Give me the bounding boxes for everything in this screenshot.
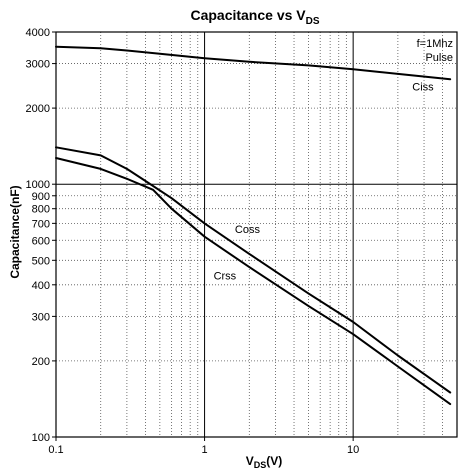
series-label-coss: Coss — [235, 224, 261, 236]
y-tick-label: 3000 — [26, 59, 50, 71]
chart-title: Capacitance vs VDS — [190, 7, 319, 27]
y-tick-label: 4000 — [26, 27, 50, 39]
series-label-crss: Crss — [214, 270, 237, 282]
y-tick-label: 300 — [32, 311, 50, 323]
y-tick-label: 500 — [32, 255, 50, 267]
y-tick-label: 800 — [32, 204, 50, 216]
annotation-line: Pulse — [425, 52, 453, 64]
series-line-coss — [55, 146, 452, 394]
y-tick-label: 400 — [32, 280, 50, 292]
y-tick-label: 100 — [32, 432, 50, 444]
x-axis-label-sub: DS — [254, 460, 267, 470]
x-tick-label: 1 — [202, 444, 208, 456]
grid — [56, 32, 458, 437]
y-tick-label: 1000 — [26, 179, 50, 191]
x-tick-label: 10 — [347, 444, 359, 456]
x-tick-label: 0.1 — [48, 444, 63, 456]
test-conditions: f=1Mhz Pulse — [417, 38, 453, 64]
series-line-ciss — [55, 45, 452, 81]
y-tick-label: 200 — [32, 356, 50, 368]
y-tick-label: 2000 — [26, 103, 50, 115]
series-group: Ciss Coss Crss — [55, 45, 452, 406]
y-axis-label: Capacitance(nF) — [8, 185, 22, 278]
annotation-line: f=1Mhz — [417, 38, 453, 50]
x-axis-label: VDS(V) — [246, 454, 283, 470]
x-axis-label-main: V — [246, 454, 254, 468]
series-line-crss — [55, 157, 452, 406]
y-tick-label: 600 — [32, 235, 50, 247]
chart-title-sub: DS — [306, 16, 320, 27]
y-tick-label: 700 — [32, 218, 50, 230]
y-tick-label: 900 — [32, 191, 50, 203]
chart-title-main: Capacitance vs V — [190, 7, 306, 23]
series-label-ciss: Ciss — [412, 81, 434, 93]
x-axis-label-unit: (V) — [266, 454, 282, 468]
plot-frame — [55, 31, 458, 438]
